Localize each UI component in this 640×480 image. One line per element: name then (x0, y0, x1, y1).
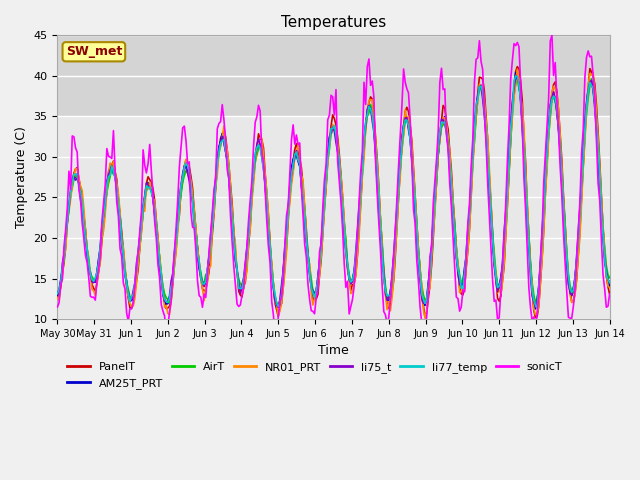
AM25T_PRT (218, 131, 226, 136)
PanelT (54, 296, 61, 302)
Line: PanelT: PanelT (58, 67, 610, 318)
X-axis label: Time: Time (318, 344, 349, 357)
li75_t (606, 279, 614, 285)
PanelT (505, 170, 513, 176)
NR01_PRT (606, 285, 614, 290)
AM25T_PRT (532, 306, 540, 312)
li75_t (275, 304, 282, 310)
li77_temp (505, 157, 513, 163)
AM25T_PRT (512, 70, 520, 75)
li75_t (512, 72, 520, 78)
PanelT (532, 315, 540, 321)
li75_t (175, 194, 183, 200)
Title: Temperatures: Temperatures (281, 15, 386, 30)
sonicT (175, 164, 183, 169)
li77_temp (513, 73, 521, 79)
Line: AirT: AirT (58, 79, 610, 303)
AirT (606, 275, 614, 281)
AirT (275, 300, 282, 306)
AM25T_PRT (513, 74, 521, 80)
AirT (365, 110, 372, 116)
AirT (513, 76, 521, 82)
li77_temp (533, 306, 541, 312)
AirT (60, 256, 68, 262)
Line: li77_temp: li77_temp (58, 76, 610, 309)
AirT (54, 291, 61, 297)
AirT (175, 205, 183, 211)
sonicT (606, 291, 614, 297)
li75_t (515, 80, 523, 85)
Legend: PanelT, AM25T_PRT, AirT, NR01_PRT, li75_t, li77_temp, sonicT: PanelT, AM25T_PRT, AirT, NR01_PRT, li75_… (63, 358, 567, 393)
sonicT (60, 244, 68, 250)
li75_t (365, 103, 372, 108)
AirT (588, 76, 595, 82)
Line: NR01_PRT: NR01_PRT (58, 69, 610, 318)
li77_temp (218, 138, 226, 144)
NR01_PRT (513, 66, 521, 72)
sonicT (54, 304, 61, 310)
AM25T_PRT (175, 199, 183, 205)
li77_temp (54, 290, 61, 296)
PanelT (513, 64, 521, 70)
sonicT (507, 76, 515, 82)
AirT (507, 137, 515, 143)
sonicT (513, 39, 521, 45)
NR01_PRT (364, 110, 371, 116)
PanelT (606, 291, 614, 297)
li77_temp (512, 73, 520, 79)
AM25T_PRT (505, 154, 513, 160)
AirT (218, 135, 226, 141)
li77_temp (175, 200, 183, 205)
Line: sonicT: sonicT (58, 36, 610, 334)
AM25T_PRT (60, 253, 68, 259)
PanelT (60, 260, 68, 266)
Y-axis label: Temperature (C): Temperature (C) (15, 126, 28, 228)
NR01_PRT (421, 315, 429, 321)
PanelT (512, 69, 520, 74)
li77_temp (364, 112, 371, 118)
sonicT (365, 56, 372, 62)
NR01_PRT (175, 209, 183, 215)
li75_t (60, 251, 68, 257)
li75_t (54, 288, 61, 294)
sonicT (273, 331, 280, 337)
li75_t (218, 133, 226, 139)
NR01_PRT (515, 76, 523, 82)
li75_t (507, 119, 515, 125)
NR01_PRT (218, 134, 226, 140)
Line: AM25T_PRT: AM25T_PRT (58, 72, 610, 309)
Bar (58, 36, 610, 117)
NR01_PRT (60, 253, 68, 259)
sonicT (218, 102, 226, 108)
Text: SW_met: SW_met (66, 45, 122, 58)
Line: li75_t: li75_t (58, 75, 610, 307)
AM25T_PRT (54, 293, 61, 299)
li77_temp (60, 254, 68, 260)
NR01_PRT (507, 135, 515, 141)
PanelT (364, 108, 371, 114)
li77_temp (606, 280, 614, 286)
PanelT (175, 212, 183, 218)
sonicT (548, 33, 556, 38)
NR01_PRT (54, 294, 61, 300)
AM25T_PRT (364, 111, 371, 117)
PanelT (218, 132, 226, 137)
AM25T_PRT (606, 284, 614, 290)
